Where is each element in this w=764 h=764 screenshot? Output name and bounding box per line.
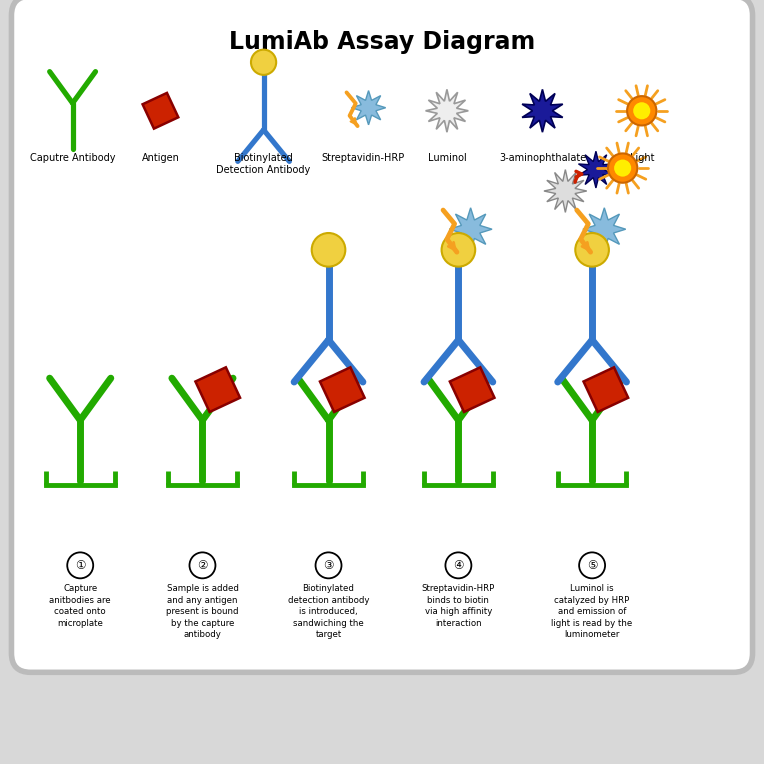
Text: LumiAb Assay Diagram: LumiAb Assay Diagram [229,30,535,54]
Text: Caputre Antibody: Caputre Antibody [30,153,115,163]
Text: ③: ③ [323,558,334,572]
Bar [450,367,494,412]
Circle shape [579,552,605,578]
Text: Light: Light [630,153,654,163]
Circle shape [251,50,277,75]
Bar [196,367,240,412]
Polygon shape [583,208,626,251]
Circle shape [627,96,656,125]
Circle shape [189,552,215,578]
Text: ④: ④ [453,558,464,572]
Text: ⑤: ⑤ [587,558,597,572]
Polygon shape [449,208,492,251]
Bar [584,367,628,412]
Circle shape [614,160,631,176]
Circle shape [312,233,345,267]
Circle shape [445,552,471,578]
Polygon shape [544,170,587,212]
Polygon shape [522,89,563,132]
Text: Biotinylated
Detection Antibody: Biotinylated Detection Antibody [216,153,311,175]
Text: Streptavidin-HRP
binds to biotin
via high affinity
interaction: Streptavidin-HRP binds to biotin via hig… [422,584,495,628]
Circle shape [633,102,650,119]
Text: ①: ① [75,558,86,572]
Circle shape [608,154,637,183]
Text: Capture
anitbodies are
coated onto
microplate: Capture anitbodies are coated onto micro… [50,584,111,628]
Text: Biotinylated
detection antibody
is introduced,
sandwiching the
target: Biotinylated detection antibody is intro… [288,584,369,639]
Text: Luminol: Luminol [428,153,466,163]
Circle shape [67,552,93,578]
Circle shape [442,233,475,267]
Bar [320,367,364,412]
Text: Sample is added
and any antigen
present is bound
by the capture
antibody: Sample is added and any antigen present … [167,584,238,639]
Polygon shape [351,91,386,125]
Polygon shape [426,89,468,132]
Circle shape [575,233,609,267]
FancyBboxPatch shape [11,0,753,672]
Text: Antigen: Antigen [141,153,180,163]
Text: Luminol is
catalyzed by HRP
and emission of
light is read by the
luminometer: Luminol is catalyzed by HRP and emission… [552,584,633,639]
Text: ②: ② [197,558,208,572]
Polygon shape [578,151,613,188]
Text: Streptavidin-HRP: Streptavidin-HRP [322,153,404,163]
Text: 3-aminophthalate: 3-aminophthalate [499,153,586,163]
Bar [143,93,178,128]
Circle shape [316,552,342,578]
